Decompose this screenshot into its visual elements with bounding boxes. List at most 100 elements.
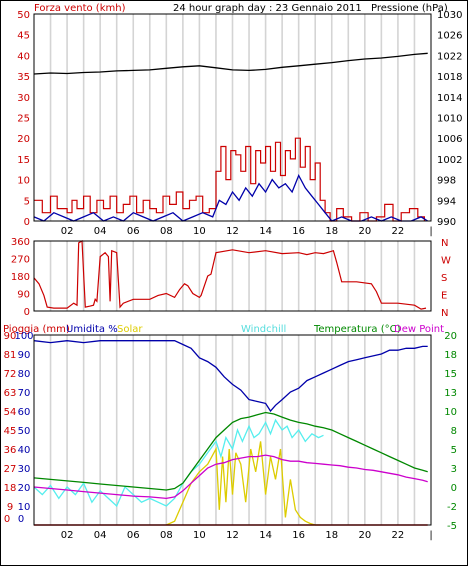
wind-tick-label: 15 [17, 155, 30, 166]
hour-tick-label: 22 [392, 530, 405, 541]
rain-tick-label: 90 [4, 331, 17, 342]
temperature-tick-label: 0 [451, 483, 457, 494]
plot-frame [33, 334, 432, 526]
hour-tick-label: 04 [94, 530, 107, 541]
humidity-tick-label: 0 [18, 514, 24, 525]
hour-tick-label: 12 [226, 226, 239, 237]
hour-tick-label: 22 [392, 226, 405, 237]
hour-tick-label: | [429, 530, 432, 541]
humidity-tick-label: 80 [18, 369, 31, 380]
temperature-tick-label: -2 [447, 502, 457, 513]
temperature-tick-label: 3 [451, 464, 457, 475]
chart-title: 24 hour graph day : 23 Gennaio 2011 [173, 3, 362, 14]
humidity-tick-label: 100 [14, 331, 33, 342]
pressure-tick-label: 1006 [437, 134, 462, 145]
temperature-tick-label: 10 [444, 407, 457, 418]
rain-tick-label: 45 [4, 426, 17, 437]
solar-label: Solar [117, 324, 143, 335]
hour-tick-label: 16 [292, 530, 305, 541]
temperature-tick-label: 15 [444, 369, 457, 380]
wind-tick-label: 0 [24, 217, 30, 228]
wind-tick-label: 10 [17, 176, 30, 187]
hour-tick-label: 18 [325, 530, 338, 541]
rain-tick-label: 18 [4, 483, 17, 494]
hour-tick-label: 18 [325, 226, 338, 237]
hour-tick-label: 12 [226, 530, 239, 541]
hour-tick-label: 14 [259, 530, 272, 541]
humidity-tick-label: 60 [18, 407, 31, 418]
wind-axis-label: Forza vento (kmh) [34, 3, 126, 14]
pressure-tick-label: 998 [437, 176, 456, 187]
hour-tick-label: 08 [160, 530, 173, 541]
hour-tick-label: 14 [259, 226, 272, 237]
rain-tick-label: 27 [4, 464, 17, 475]
wind-direction-line [33, 239, 427, 310]
temperature-tick-label: 13 [444, 388, 457, 399]
wind-tick-label: 45 [17, 31, 30, 42]
rain-label: Pioggia (mm) [3, 324, 70, 335]
wind-tick-label: 35 [17, 72, 30, 83]
pressure-tick-label: 1014 [437, 93, 462, 104]
pressure-tick-label: 1022 [437, 51, 462, 62]
hour-tick-label: | [429, 226, 432, 237]
temperature-line [33, 411, 428, 491]
temperature-label: Temperatura (°C) [313, 324, 401, 335]
text-layer: Forza vento (kmh) 24 hour graph day : 23… [3, 3, 462, 541]
hour-tick-label: 10 [193, 530, 206, 541]
pressure-tick-label: 994 [437, 196, 456, 207]
direction-tick-label: 90 [17, 290, 30, 301]
direction-tick-label: 270 [11, 255, 30, 266]
rain-tick-label: 81 [4, 350, 17, 361]
humidity-tick-label: 70 [18, 388, 31, 399]
temperature-tick-label: 18 [444, 350, 457, 361]
direction-tick-label: 180 [11, 272, 30, 283]
grid-layer [49, 14, 416, 525]
pressure-tick-label: 1018 [437, 72, 462, 83]
hour-tick-label: 06 [127, 530, 140, 541]
wind-tick-label: 30 [17, 93, 30, 104]
temperature-tick-label: 20 [444, 331, 457, 342]
humidity-label: Umidita % [66, 324, 118, 335]
compass-tick-label: S [441, 273, 447, 284]
pressure-tick-label: 1002 [437, 155, 462, 166]
wind-tick-label: 5 [24, 196, 30, 207]
wind-speed-line [34, 137, 425, 222]
plot-frame [33, 240, 432, 312]
compass-tick-label: N [441, 308, 448, 319]
windchill-label: Windchill [241, 324, 286, 335]
rain-tick-label: 0 [4, 514, 10, 525]
direction-tick-label: 0 [24, 307, 30, 318]
humidity-tick-label: 40 [18, 445, 31, 456]
humidity-tick-label: 10 [18, 502, 31, 513]
compass-tick-label: E [441, 291, 447, 302]
wind-tick-label: 25 [17, 114, 30, 125]
hour-tick-label: 20 [358, 226, 371, 237]
pressure-line [33, 52, 428, 75]
temperature-tick-label: -5 [447, 521, 457, 532]
rain-tick-label: 72 [4, 369, 17, 380]
rain-tick-label: 54 [4, 407, 17, 418]
temperature-tick-label: 8 [451, 426, 457, 437]
pressure-tick-label: 990 [437, 217, 456, 228]
hour-tick-label: 08 [160, 226, 173, 237]
pressure-tick-label: 1010 [437, 114, 462, 125]
humidity-tick-label: 90 [18, 350, 31, 361]
solar-line [166, 441, 321, 526]
rain-tick-label: 36 [4, 445, 17, 456]
humidity-line [33, 340, 428, 413]
hour-tick-label: 02 [61, 530, 74, 541]
dewpoint-line [33, 454, 428, 500]
hour-tick-label: 04 [94, 226, 107, 237]
frames-layer [33, 13, 432, 526]
series-layer [33, 52, 429, 526]
plot-frame [33, 13, 432, 222]
pressure-tick-label: 1026 [437, 31, 462, 42]
compass-tick-label: W [441, 256, 451, 267]
rain-tick-label: 9 [7, 502, 13, 513]
hour-tick-label: 20 [358, 530, 371, 541]
wind-tick-label: 20 [17, 134, 30, 145]
rain-tick-label: 63 [4, 388, 17, 399]
dewpoint-label: Dew Point [394, 324, 444, 335]
hour-tick-label: 10 [193, 226, 206, 237]
